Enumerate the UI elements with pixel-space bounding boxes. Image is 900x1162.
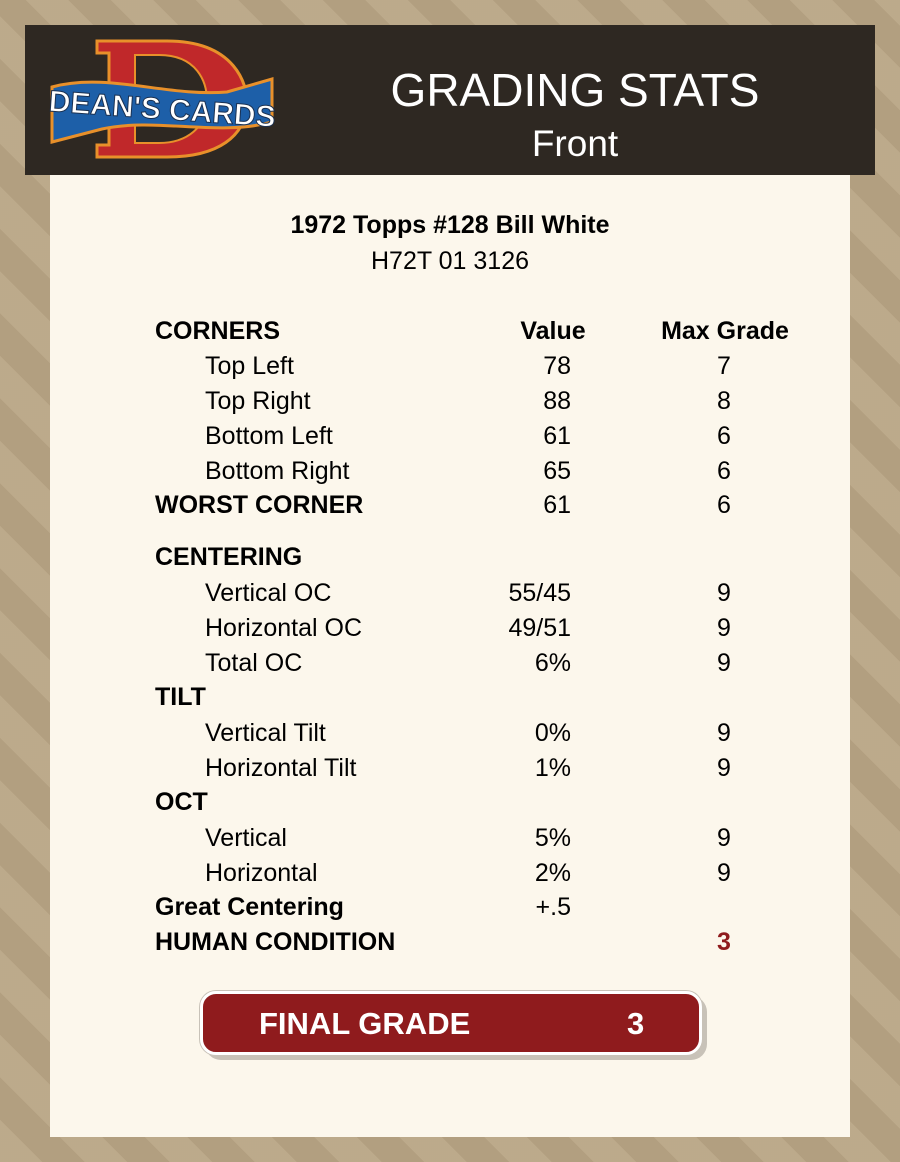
column-header-max-grade: Max Grade (661, 317, 789, 345)
row-value: 2% (534, 859, 571, 887)
row-label: CORNERS (155, 317, 281, 345)
row-max-grade: 6 (717, 491, 731, 519)
row-max-grade: 7 (717, 352, 731, 380)
row-value: 78 (543, 352, 571, 380)
row-label: OCT (155, 788, 208, 816)
row-label: Bottom Left (205, 422, 333, 450)
table-row: Top Right 88 8 (50, 386, 850, 416)
row-value: 61 (543, 422, 571, 450)
table-row: OCT (50, 787, 850, 817)
column-header-value: Value (520, 317, 586, 345)
row-label: Total OC (205, 649, 303, 677)
row-value: 5% (534, 824, 571, 852)
row-value: 1% (534, 754, 571, 782)
table-row: Bottom Right 65 6 (50, 456, 850, 486)
row-value: 6% (534, 649, 571, 677)
row-label: CENTERING (155, 543, 303, 571)
row-max-grade: 3 (717, 928, 731, 956)
grading-panel: 1972 Topps #128 Bill White H72T 01 3126 … (50, 175, 850, 1137)
row-label: Top Left (205, 352, 294, 380)
row-max-grade: 8 (717, 387, 731, 415)
table-row: Bottom Left 61 6 (50, 421, 850, 451)
row-value: 61 (543, 491, 571, 519)
row-label: Vertical OC (205, 579, 332, 607)
row-max-grade: 6 (717, 457, 731, 485)
table-row: HUMAN CONDITION 3 (50, 927, 850, 957)
table-row: Vertical 5% 9 (50, 823, 850, 853)
row-value: 88 (543, 387, 571, 415)
row-max-grade: 9 (717, 579, 731, 607)
table-row: Horizontal 2% 9 (50, 858, 850, 888)
table-row: TILT (50, 682, 850, 712)
row-value: 55/45 (508, 579, 571, 607)
row-label: Vertical (205, 824, 287, 852)
table-row: Great Centering +.5 (50, 892, 850, 922)
row-max-grade: 6 (717, 422, 731, 450)
row-max-grade: 9 (717, 614, 731, 642)
table-row: Horizontal Tilt 1% 9 (50, 753, 850, 783)
row-value: +.5 (535, 893, 571, 921)
table-row: Vertical Tilt 0% 9 (50, 718, 850, 748)
row-max-grade: 9 (717, 859, 731, 887)
row-label: Horizontal OC (205, 614, 362, 642)
deans-cards-logo: DEAN'S CARDS (47, 39, 277, 159)
page-title: GRADING STATS (390, 64, 760, 116)
header: DEAN'S CARDS GRADING STATS Front (25, 25, 875, 175)
table-row: CORNERS Value Max Grade (50, 316, 850, 346)
row-label: Great Centering (155, 893, 344, 921)
table-row: CENTERING (50, 542, 850, 572)
row-label: Vertical Tilt (205, 719, 326, 747)
row-value: 49/51 (508, 614, 571, 642)
row-label: Bottom Right (205, 457, 350, 485)
row-label: HUMAN CONDITION (155, 928, 396, 956)
row-value: 0% (534, 719, 571, 747)
final-grade-badge: FINAL GRADE 3 (200, 991, 702, 1055)
table-row: Horizontal OC 49/51 9 (50, 613, 850, 643)
final-grade-label: FINAL GRADE (259, 1006, 471, 1041)
cert-number: H72T 01 3126 (371, 247, 529, 275)
table-row: WORST CORNER 61 6 (50, 490, 850, 520)
table-row: Total OC 6% 9 (50, 648, 850, 678)
row-label: Horizontal (205, 859, 318, 887)
row-label: WORST CORNER (155, 491, 364, 519)
row-max-grade: 9 (717, 649, 731, 677)
final-grade-value: 3 (627, 1006, 645, 1041)
row-max-grade: 9 (717, 824, 731, 852)
row-label: TILT (155, 683, 206, 711)
table-row: Top Left 78 7 (50, 351, 850, 381)
row-value: 65 (543, 457, 571, 485)
row-label: Horizontal Tilt (205, 754, 357, 782)
row-max-grade: 9 (717, 719, 731, 747)
row-max-grade: 9 (717, 754, 731, 782)
page-subtitle: Front (531, 123, 619, 164)
card-name: 1972 Topps #128 Bill White (290, 211, 610, 239)
row-label: Top Right (205, 387, 311, 415)
table-row: Vertical OC 55/45 9 (50, 578, 850, 608)
